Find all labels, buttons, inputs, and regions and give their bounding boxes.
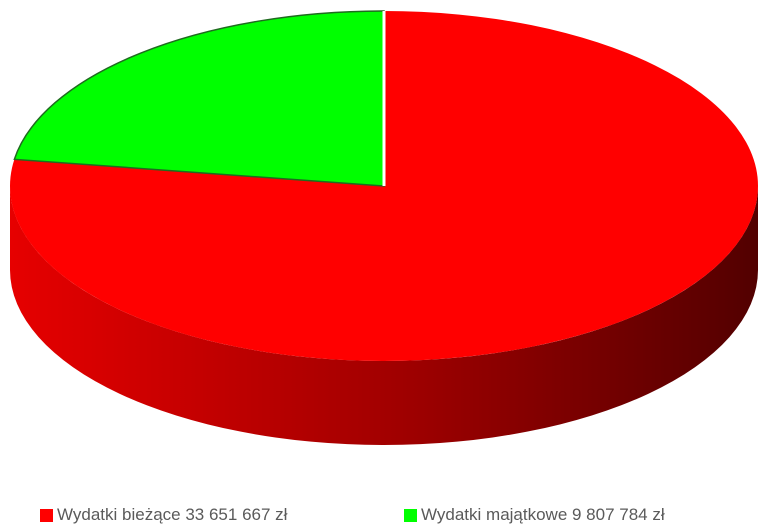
- pie-slice-1: [13, 10, 385, 187]
- legend-label: Wydatki bieżące 33 651 667 zł: [57, 505, 288, 524]
- legend-item-wydatki-biezace: Wydatki bieżące 33 651 667 zł: [40, 505, 287, 525]
- pie-chart-svg: [10, 10, 759, 445]
- pie-chart: [10, 10, 759, 445]
- pie-slice-side-0: [10, 186, 758, 445]
- legend-item-wydatki-majatkowe: Wydatki majątkowe 9 807 784 zł: [404, 505, 665, 525]
- legend-label: Wydatki majątkowe 9 807 784 zł: [421, 505, 665, 524]
- legend: Wydatki bieżące 33 651 667 zł Wydatki ma…: [0, 505, 760, 529]
- legend-swatch-red: [40, 508, 53, 522]
- legend-swatch-green: [404, 508, 417, 522]
